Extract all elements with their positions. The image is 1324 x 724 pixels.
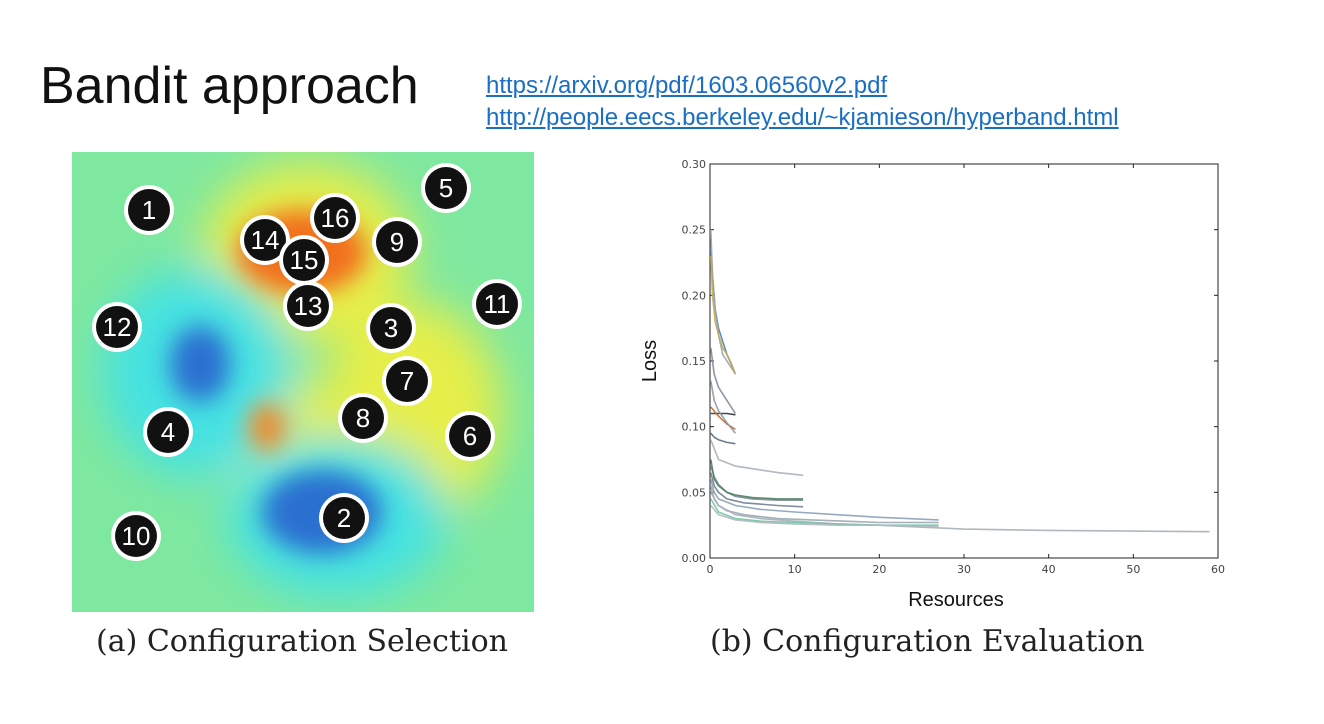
arxiv-link[interactable]: https://arxiv.org/pdf/1603.06560v2.pdf [486,72,888,99]
config-marker-14: 14 [240,215,290,265]
x-tick-label: 50 [1126,563,1140,576]
marker-dot [449,415,491,457]
loss-curve-3 [710,255,737,375]
marker-dot [342,397,384,439]
marker-label: 16 [321,203,350,233]
caption-configuration-evaluation: (b) Configuration Evaluation [710,624,1145,659]
loss-curve-6 [710,406,736,430]
marker-dot [370,307,412,349]
marker-dot [96,306,138,348]
config-marker-9: 9 [372,217,422,267]
config-marker-15: 15 [279,235,329,285]
marker-dot [386,360,428,402]
config-marker-2: 2 [319,493,369,543]
hyperband-link[interactable]: http://people.eecs.berkeley.edu/~kjamies… [486,104,1119,131]
marker-label: 9 [390,227,404,257]
config-marker-4: 4 [143,407,193,457]
marker-label: 7 [400,366,414,396]
loss-curve-5 [710,412,736,416]
loss-curve-12 [710,472,804,508]
loss-curve-7 [710,380,737,434]
loss-curve-17 [710,504,939,528]
marker-label: 14 [251,225,280,255]
x-tick-label: 40 [1042,563,1056,576]
plot-frame [709,163,1219,559]
config-marker-5: 5 [421,163,471,213]
x-axis-label: Resources [908,589,1004,611]
config-marker-16: 16 [310,193,360,243]
marker-label: 4 [161,417,175,447]
y-tick-label: 0.05 [682,486,707,499]
y-tick-label: 0.20 [682,289,707,302]
loss-curves [710,229,1210,533]
y-tick-label: 0.30 [682,158,707,171]
config-marker-12: 12 [92,302,142,352]
marker-dot [287,285,329,327]
config-marker-3: 3 [366,303,416,353]
y-tick-label: 0.15 [682,355,707,368]
marker-label: 15 [290,245,319,275]
marker-label: 8 [356,403,370,433]
loss-curve-2 [710,229,737,375]
marker-label: 2 [337,503,351,533]
marker-dot [314,197,356,239]
axis-ticks: 0 10 20 30 40 50 60 0.00 0.05 0.10 0.15 0.20 0.25 0.3… [682,158,1226,576]
marker-label: 5 [439,173,453,203]
config-marker-11: 11 [472,279,522,329]
config-marker-7: 7 [382,356,432,406]
config-marker-1: 1 [124,185,174,235]
marker-label: 12 [103,312,132,342]
y-tick-label: 0.25 [682,224,707,237]
x-tick-label: 20 [872,563,886,576]
y-tick-label: 0.00 [682,552,707,565]
marker-dot [244,219,286,261]
loss-curve-8 [710,432,736,445]
loss-curve-4 [710,347,737,414]
config-marker-6: 6 [445,411,495,461]
loss-plot: 0 10 20 30 40 50 60 0.00 0.05 0.10 0.15 0.20 0.25 0.3… [639,158,1226,611]
marker-dot [425,167,467,209]
config-marker-8: 8 [338,393,388,443]
y-axis-label: Loss [639,340,661,382]
slide-title: Bandit approach [40,57,419,115]
y-tick-label: 0.10 [682,421,707,434]
marker-label: 11 [484,289,511,319]
marker-dot [115,515,157,557]
marker-label: 1 [142,195,156,225]
marker-label: 13 [294,291,323,321]
marker-dot [376,221,418,263]
reference-links: https://arxiv.org/pdf/1603.06560v2.pdf h… [486,70,1119,134]
marker-label: 3 [384,313,398,343]
x-tick-label: 10 [788,563,802,576]
config-marker-13: 13 [283,281,333,331]
caption-configuration-selection: (a) Configuration Selection [96,624,508,659]
marker-dot [147,411,189,453]
x-tick-label: 0 [707,563,714,576]
marker-label: 6 [463,421,477,451]
cold-region-left [170,326,230,402]
loss-curve-9 [710,439,804,477]
marker-label: 10 [122,521,151,551]
marker-dot [128,189,170,231]
marker-dot [323,497,365,539]
x-tick-label: 60 [1211,563,1225,576]
x-tick-label: 30 [957,563,971,576]
hot-region-center [249,403,285,451]
marker-dot [283,239,325,281]
loss-curve-11 [710,459,804,500]
config-marker-10: 10 [111,511,161,561]
loss-curve-13 [710,478,939,521]
marker-dot [476,283,518,325]
